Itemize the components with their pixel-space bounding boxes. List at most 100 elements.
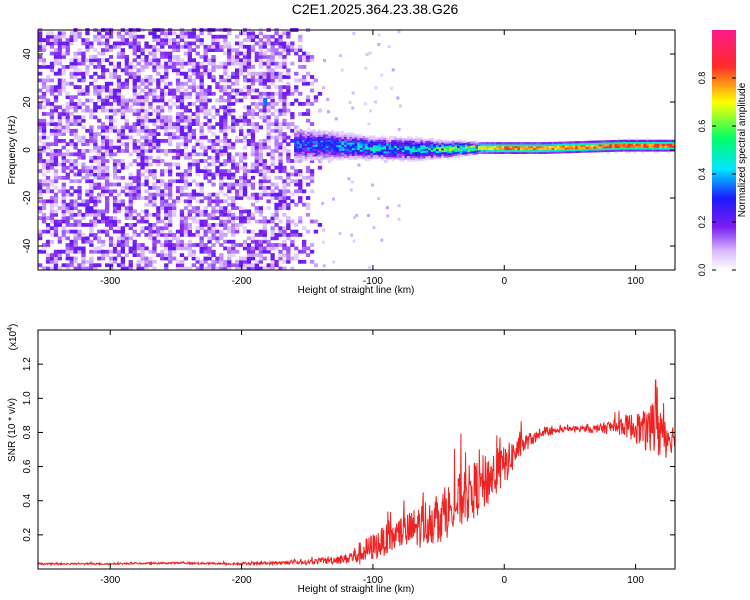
heatmap-cell [136,115,141,120]
heatmap-cell [203,58,208,63]
heatmap-cell [290,115,295,120]
heatmap-cell [235,223,240,227]
heatmap-cell [364,66,368,70]
heatmap-cell [49,202,55,207]
heatmap-cell [562,151,565,154]
heatmap-cell [144,159,149,163]
heatmap-cell [152,202,157,207]
heatmap-cell [85,212,90,217]
heatmap-cell [120,115,125,120]
heatmap-cell [509,144,513,147]
heatmap-cell [491,145,495,149]
heatmap-cell [203,223,208,227]
heatmap-cell [179,233,185,237]
heatmap-cell [183,132,189,136]
heatmap-cell [577,148,581,151]
heatmap-cell [436,154,439,157]
heatmap-cell [144,246,149,251]
heatmap-cell [378,152,382,156]
heatmap-cell [372,148,376,152]
heatmap-cell [294,153,298,157]
heatmap-cell [93,139,98,143]
heatmap-cell [219,149,224,153]
heatmap-cell [120,239,125,244]
heatmap-cell [417,157,421,160]
heatmap-cell [399,149,403,152]
heatmap-cell [207,58,212,63]
heatmap-cell [69,58,74,63]
heatmap-cell [396,141,400,145]
heatmap-cell [168,41,173,46]
heatmap-cell [493,145,497,149]
heatmap-cell [160,149,165,153]
heatmap-cell [593,140,597,143]
heatmap-cell [323,149,326,152]
heatmap-cell [250,142,256,147]
heatmap-cell [132,102,137,106]
heatmap-cell [656,139,660,142]
heatmap-cell [246,91,252,96]
heatmap-cell [120,102,125,106]
heatmap-cell [286,175,291,180]
heatmap-cell [148,226,153,231]
heatmap-cell [73,38,78,42]
heatmap-cell [227,169,232,173]
heatmap-cell [336,144,340,148]
x-tick-label: 100 [627,276,644,287]
heatmap-cell [375,152,379,155]
heatmap-cell [207,125,212,130]
heatmap-cell [199,266,204,271]
heatmap-cell [522,147,526,151]
heatmap-cell [274,102,279,106]
heatmap-cell [278,34,283,39]
heatmap-cell [219,115,224,120]
heatmap-cell [101,182,106,187]
heatmap-cell [81,38,86,42]
heatmap-cell [401,159,405,162]
heatmap-cell [148,142,153,147]
heatmap-cell [643,143,647,146]
heatmap-cell [203,165,208,170]
heatmap-cell [338,150,342,153]
heatmap-cell [396,155,400,158]
heatmap-cell [371,183,375,187]
heatmap-cell [312,148,316,151]
heatmap-cell [112,182,118,187]
heatmap-cell [372,226,376,230]
heatmap-cell [250,31,256,36]
heatmap-cell [215,108,220,113]
heatmap-cell [246,118,252,123]
heatmap-cell [85,172,90,177]
heatmap-cell [270,152,275,157]
heatmap-cell [77,219,82,224]
heatmap-cell [336,135,340,138]
heatmap-cell [144,98,149,103]
heatmap-cell [286,122,291,126]
heatmap-cell [105,169,110,173]
heatmap-cell [512,145,516,149]
heatmap-cell [124,65,129,69]
heatmap-cell [393,155,397,158]
heatmap-cell [449,141,453,144]
heatmap-cell [562,141,565,144]
heatmap-cell [69,162,74,167]
heatmap-cell [136,145,141,150]
heatmap-cell [556,143,560,146]
heatmap-cell [183,142,189,147]
heatmap-cell [97,51,102,56]
heatmap-cell [270,246,275,251]
heatmap-cell [270,266,275,271]
heatmap-cell [296,134,300,137]
heatmap-cell [81,175,86,180]
heatmap-cell [449,152,453,155]
heatmap-cell [372,152,376,155]
heatmap-cell [38,169,43,173]
heatmap-cell [246,112,252,116]
heatmap-cell [160,256,165,261]
heatmap-cell [384,159,388,163]
heatmap-cell [409,151,413,155]
heatmap-cell [108,125,114,130]
heatmap-cell [302,175,307,180]
heatmap-cell [407,159,411,162]
heatmap-cell [136,108,141,113]
